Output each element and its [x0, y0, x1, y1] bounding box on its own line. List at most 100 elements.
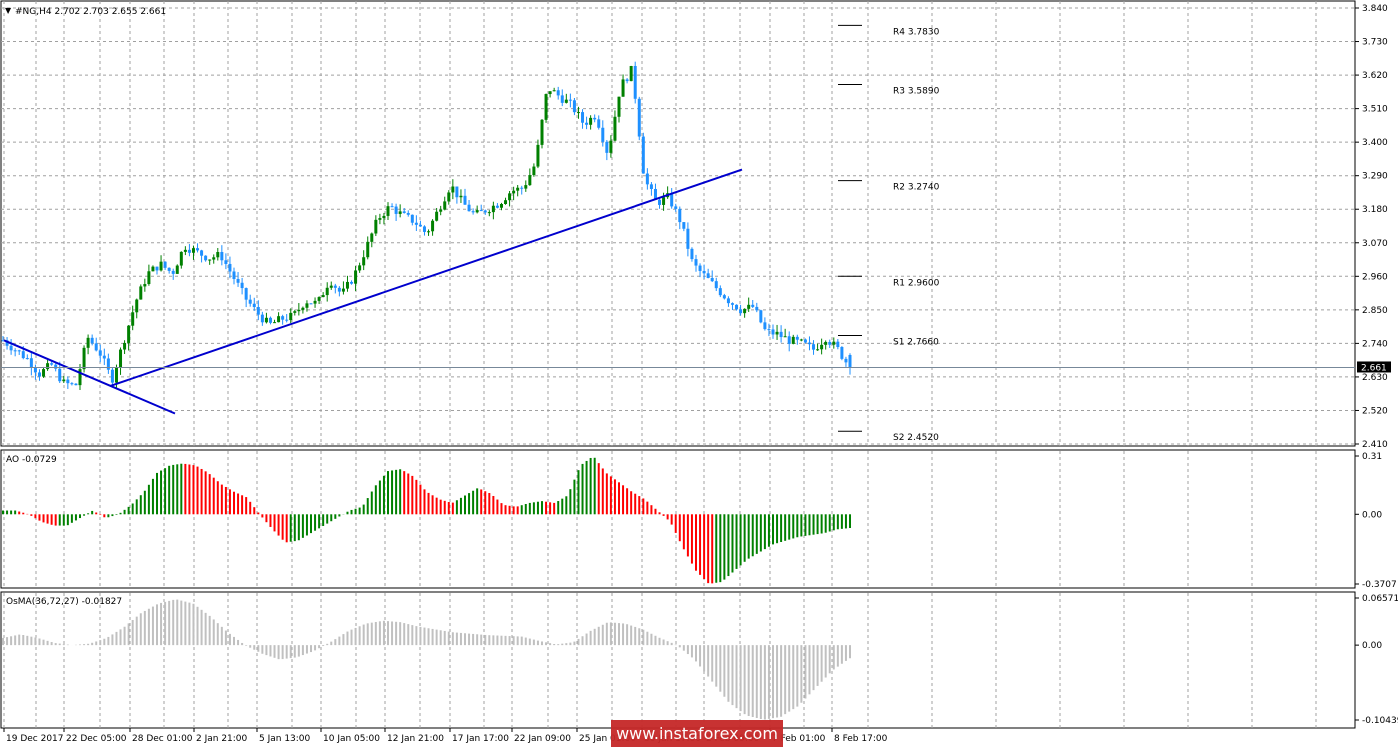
candle-body [759, 310, 763, 323]
candle-body [268, 317, 272, 323]
time-tick-label: 12 Jan 21:00 [387, 734, 444, 744]
candle-body [406, 212, 410, 215]
candle-body [435, 211, 439, 221]
candle-body [94, 343, 98, 351]
time-tick-label: 7 Feb 01:00 [772, 734, 826, 744]
candle-body [58, 368, 62, 382]
candle-body [844, 358, 848, 363]
candle-body [694, 259, 698, 266]
candle-body [21, 351, 25, 359]
candle-body [455, 186, 459, 198]
candle-body [439, 209, 443, 212]
candle-body [625, 79, 629, 82]
candle-body [9, 345, 13, 351]
candle-body [29, 358, 33, 368]
candle-body [398, 211, 402, 214]
osma-histogram [2, 599, 851, 720]
candle-body [471, 211, 475, 213]
candle-body [200, 250, 204, 256]
candle-body [341, 288, 345, 292]
candle-body [86, 337, 90, 348]
candle-body [427, 231, 431, 233]
price-tick-label: 3.400 [1362, 138, 1388, 148]
candle-body [803, 339, 807, 343]
candle-body [155, 266, 159, 271]
candle-body [641, 136, 645, 174]
candle-body [491, 205, 495, 213]
main-panel [0, 0, 1356, 447]
current-price-label: 2.661 [1361, 363, 1387, 373]
candle-body [662, 197, 666, 205]
candle-body [576, 112, 580, 114]
price-tick-label: 2.850 [1362, 306, 1388, 316]
candle-body [483, 210, 487, 213]
chart-header-arrow: ▼ [5, 6, 12, 15]
candle-body [325, 287, 329, 296]
candle-body [552, 90, 556, 92]
candle-body [70, 383, 74, 385]
candle-body [191, 248, 195, 253]
candle-body [653, 188, 657, 200]
candle-body [37, 372, 41, 377]
candle-body [333, 285, 337, 288]
candle-body [589, 117, 593, 125]
candle-body [524, 185, 528, 189]
grid [1, 1, 1355, 728]
candle-body [98, 350, 102, 356]
candle-body [293, 311, 297, 313]
candle-body [240, 282, 244, 289]
candle-body [443, 201, 447, 210]
candle-body [629, 65, 633, 82]
candle-body [714, 281, 718, 289]
candle-body [836, 341, 840, 348]
candle-body [605, 141, 609, 153]
candle-body [131, 312, 135, 326]
candle-body [816, 349, 820, 351]
candle-body [50, 363, 54, 365]
candle-body [147, 271, 151, 285]
candle-body [82, 347, 86, 370]
candle-body [593, 117, 597, 120]
candle-body [418, 224, 422, 227]
candle-body [585, 122, 589, 125]
candle-body [66, 379, 70, 384]
candle-body [528, 175, 532, 186]
price-axis: 3.840 3.730 3.620 3.510 3.400 3.290 3.180 3.070… [1355, 4, 1398, 726]
candle-body [17, 350, 21, 352]
price-tick-label: 0.00 [1362, 510, 1382, 520]
candle-body [46, 363, 50, 370]
candle-body [159, 261, 163, 271]
candles [1, 61, 852, 391]
candle-body [386, 206, 390, 216]
price-tick-label: 2.740 [1362, 339, 1388, 349]
candle-body [196, 248, 200, 251]
ao-panel [0, 449, 1356, 589]
candle-body [504, 200, 508, 204]
candle-body [812, 344, 816, 350]
candle-body [568, 99, 572, 101]
pivot-label: R2 3.2740 [893, 183, 940, 193]
candle-body [617, 96, 621, 117]
candle-body [698, 265, 702, 271]
trendline-down [3, 339, 176, 415]
candle-body [840, 347, 844, 359]
candle-body [151, 266, 155, 272]
candle-body [119, 349, 123, 368]
candle-body [536, 144, 540, 167]
candle-body [370, 233, 374, 242]
candle-body [463, 195, 467, 205]
candle-body [743, 308, 747, 314]
candle-body [495, 205, 499, 208]
candle-body [309, 303, 313, 305]
candle-body [74, 383, 78, 386]
price-tick-label: 3.070 [1362, 239, 1388, 249]
candle-body [13, 350, 17, 352]
time-tick-label: 22 Jan 09:00 [514, 734, 571, 744]
osma-label: OsMA(36,72,27) -0.01827 [6, 597, 122, 607]
candle-body [337, 287, 341, 292]
candle-body [402, 211, 406, 213]
time-tick-label: 10 Jan 05:00 [323, 734, 380, 744]
candle-body [706, 273, 710, 278]
candle-body [252, 303, 256, 308]
